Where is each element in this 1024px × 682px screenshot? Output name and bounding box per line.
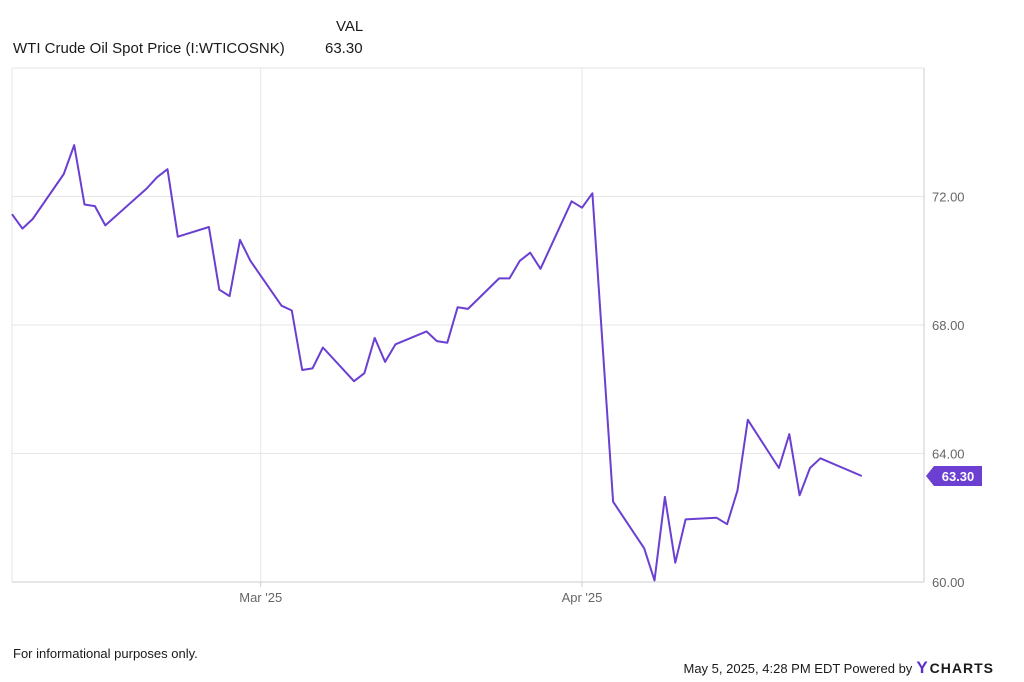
footer-credit: May 5, 2025, 4:28 PM EDT Powered by Y CH… xyxy=(683,658,994,678)
legend-header: VAL xyxy=(336,18,364,35)
line-chart: 60.00 64.00 68.00 72.00 Mar '25 Apr '25 63.30 xyxy=(11,67,982,605)
y-tick-label: 64.00 xyxy=(932,447,965,462)
chart-axes xyxy=(11,68,925,587)
disclaimer-text: For informational purposes only. xyxy=(13,646,198,661)
ycharts-y-icon: Y xyxy=(916,658,929,677)
last-value-label: 63.30 xyxy=(942,469,975,484)
x-tick-label: Apr '25 xyxy=(562,590,603,605)
y-tick-label: 72.00 xyxy=(932,190,965,205)
y-tick-label: 68.00 xyxy=(932,318,965,333)
chart-labels: 60.00 64.00 68.00 72.00 Mar '25 Apr '25 63.30 xyxy=(239,190,982,605)
legend-series-value: 63.30 xyxy=(325,40,363,57)
chart-grid xyxy=(12,67,924,582)
y-tick-label: 60.00 xyxy=(932,575,965,590)
last-value-tag xyxy=(926,465,982,486)
x-tick-label: Mar '25 xyxy=(239,590,282,605)
ycharts-logo[interactable]: Y CHARTS xyxy=(916,658,994,678)
series-line[interactable] xyxy=(11,144,863,582)
footer-timestamp: May 5, 2025, 4:28 PM EDT Powered by xyxy=(683,660,913,676)
brand-text: CHARTS xyxy=(929,660,994,676)
legend-series-name: WTI Crude Oil Spot Price (I:WTICOSNK) xyxy=(13,40,285,57)
chart-series xyxy=(11,144,863,582)
